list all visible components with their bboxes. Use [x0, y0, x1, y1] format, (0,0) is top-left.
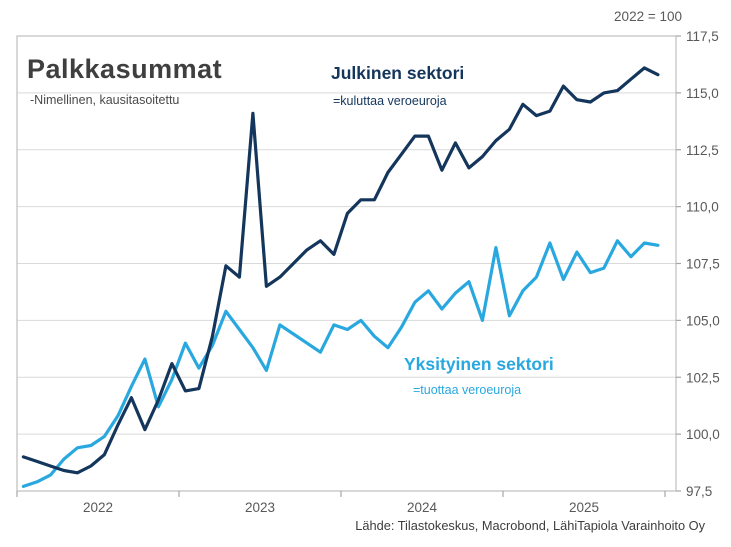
legend-label-yksityinen-sektori: Yksityinen sektori — [404, 354, 554, 374]
legend-sublabel-julkinen: =kuluttaa veroeuroja — [333, 94, 447, 108]
source-attribution: Lähde: Tilastokeskus, Macrobond, LähiTap… — [355, 518, 705, 533]
x-axis-label: 2024 — [407, 500, 438, 515]
chart-title: Palkkasummat — [27, 54, 223, 84]
y-axis-label: 110,0 — [686, 200, 719, 215]
y-axis-label: 100,0 — [686, 427, 720, 442]
x-axis-label: 2023 — [245, 500, 275, 515]
y-axis-label: 102,5 — [686, 370, 720, 385]
legend-label-julkinen-sektori: Julkinen sektori — [331, 63, 465, 83]
x-axis-label: 2022 — [83, 500, 113, 515]
chart-subtitle: -Nimellinen, kausitasoitettu — [30, 93, 180, 107]
y-axis-label: 115,0 — [686, 86, 719, 101]
y-axis-label: 105,0 — [686, 313, 720, 328]
series-line-julkinen — [21, 66, 660, 475]
y-axis-label: 112,5 — [686, 143, 719, 158]
series-line-yksityinen — [21, 239, 660, 488]
legend-sublabel-yksityinen: =tuottaa veroeuroja — [413, 383, 522, 397]
y-axis-label: 97,5 — [686, 484, 712, 499]
y-axis-label: 117,5 — [686, 29, 719, 44]
x-axis-label: 2025 — [569, 500, 599, 515]
y-axis-label: 107,5 — [686, 257, 720, 272]
index-base-note: 2022 = 100 — [614, 9, 682, 24]
